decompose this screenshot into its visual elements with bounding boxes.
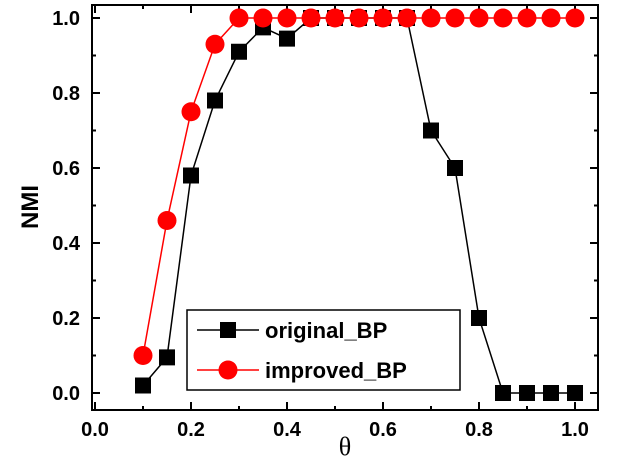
legend-marker-improved_BP: [218, 360, 238, 380]
data-point-improved_BP: [565, 8, 585, 28]
data-point-improved_BP: [325, 8, 345, 28]
y-tick-label: 0.2: [52, 308, 80, 330]
data-point-improved_BP: [373, 8, 393, 28]
data-point-improved_BP: [517, 8, 537, 28]
data-point-improved_BP: [133, 346, 153, 365]
y-axis-title: NMI: [17, 185, 44, 229]
data-point-improved_BP: [229, 8, 249, 28]
x-tick-label: 0.8: [465, 419, 493, 441]
legend-marker-original_BP: [220, 322, 236, 338]
data-point-original_BP: [183, 167, 199, 184]
data-point-improved_BP: [541, 8, 561, 28]
data-point-original_BP: [447, 160, 463, 176]
data-point-improved_BP: [277, 8, 297, 28]
legend-label: original_BP: [265, 318, 387, 343]
data-point-improved_BP: [469, 8, 489, 28]
y-tick-label: 0.8: [52, 83, 80, 105]
data-point-original_BP: [543, 385, 559, 401]
y-tick-label: 0.6: [52, 158, 80, 180]
data-point-improved_BP: [421, 8, 441, 28]
data-point-improved_BP: [445, 8, 465, 28]
legend-label: improved_BP: [265, 358, 407, 383]
data-point-original_BP: [567, 385, 583, 401]
data-point-improved_BP: [397, 8, 417, 28]
x-axis-title: θ: [339, 432, 351, 457]
data-point-original_BP: [231, 43, 247, 60]
data-point-improved_BP: [349, 8, 369, 28]
x-tick-label: 0.4: [273, 419, 302, 441]
data-point-improved_BP: [301, 8, 321, 28]
data-point-improved_BP: [205, 34, 225, 54]
y-tick-label: 1.0: [52, 8, 80, 30]
data-point-original_BP: [159, 349, 175, 366]
y-tick-label: 0.4: [52, 233, 81, 255]
data-point-improved_BP: [253, 8, 273, 28]
data-point-improved_BP: [493, 8, 513, 28]
data-point-improved_BP: [181, 102, 201, 122]
x-tick-label: 1.0: [561, 419, 589, 441]
data-point-original_BP: [207, 92, 223, 109]
series-line-improved_BP: [142, 17, 575, 356]
data-point-original_BP: [519, 385, 535, 401]
data-point-original_BP: [471, 310, 487, 326]
data-point-original_BP: [495, 385, 511, 401]
x-tick-label: 0.0: [81, 419, 109, 441]
data-point-original_BP: [423, 122, 439, 139]
data-point-improved_BP: [157, 211, 177, 230]
y-tick-label: 0.0: [52, 383, 80, 405]
plot-frame: [91, 4, 599, 411]
x-tick-label: 0.6: [369, 419, 397, 441]
x-tick-label: 0.2: [177, 419, 205, 441]
data-point-original_BP: [135, 377, 151, 394]
data-point-original_BP: [279, 30, 295, 47]
